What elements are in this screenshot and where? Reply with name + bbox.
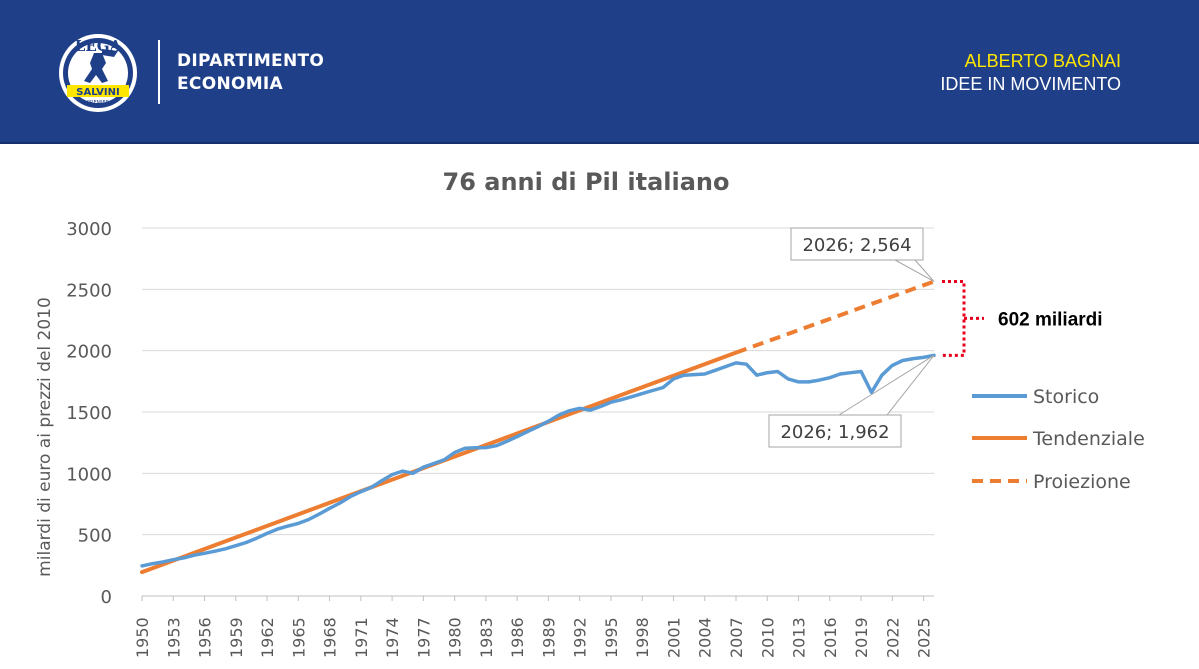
lega-logo-icon: LEGA SALVINI PREMIER (59, 34, 137, 112)
legend-label-storico: Storico (1033, 386, 1099, 408)
x-tick-label: 2004 (696, 617, 715, 658)
x-tick-label: 1974 (383, 617, 402, 658)
x-tick-label: 1992 (571, 617, 590, 658)
x-tick-label: 2013 (790, 617, 809, 658)
gap-bracket (942, 279, 984, 357)
x-tick-label: 2025 (915, 617, 934, 658)
x-tick-label: 2019 (852, 617, 871, 658)
series-storico-line (140, 353, 936, 568)
y-tick-label: 0 (101, 587, 112, 608)
x-tick-label: 1980 (446, 617, 465, 658)
x-tick-label: 1959 (227, 617, 246, 658)
chart-title: 76 anni di Pil italiano (443, 168, 730, 196)
x-tick-label: 2010 (758, 617, 777, 658)
y-axis-ticks: 0 500 1000 1500 2000 2500 3000 (66, 219, 112, 608)
y-tick-label: 3000 (66, 219, 112, 240)
callout-upper-label: 2026; 2,564 (802, 235, 911, 256)
x-axis-ticks: 1950 1953 1956 1959 1962 1965 1968 1971 1974 1977… (133, 596, 934, 658)
x-tick-label: 1953 (164, 617, 183, 658)
logo-small-text: PREMIER (87, 100, 110, 106)
callout-lower-pointer (838, 354, 935, 416)
grid-lines (142, 227, 934, 597)
x-tick-label: 1971 (352, 617, 371, 658)
department-title: DIPARTIMENTO ECONOMIA (177, 50, 324, 96)
x-tick-label: 1950 (133, 617, 152, 658)
x-tick-label: 1986 (508, 617, 527, 658)
gap-label: 602 miliardi (998, 309, 1103, 330)
x-tick-label: 1977 (414, 617, 433, 658)
legend-label-proiezione: Proiezione (1033, 471, 1131, 493)
gdp-chart: 76 anni di Pil italiano milardi di euro … (35, 168, 1145, 658)
x-tick-label: 1989 (539, 617, 558, 658)
y-tick-label: 500 (78, 526, 112, 547)
x-tick-label: 1998 (633, 617, 652, 658)
annotations-layer: 2026; 2,564 2026; 1,962 602 miliardi (768, 227, 1103, 448)
logo-text: LEGA (75, 37, 122, 55)
series-layer (140, 279, 936, 575)
x-tick-label: 2001 (664, 617, 683, 658)
logo-band-text: SALVINI (76, 87, 120, 98)
callout-lower-label: 2026; 1,962 (780, 422, 889, 443)
x-tick-label: 1965 (289, 617, 308, 658)
series-proiezione-line (735, 279, 935, 355)
y-tick-label: 2500 (66, 280, 112, 301)
author-name: ALBERTO BAGNAI (964, 51, 1121, 71)
legend-label-tendenziale: Tendenziale (1032, 428, 1145, 450)
author-subtitle: IDEE IN MOVIMENTO (940, 74, 1121, 94)
y-axis-label: milardi di euro ai prezzi del 2010 (35, 297, 55, 577)
y-tick-label: 1000 (66, 464, 112, 485)
header-banner: LEGA SALVINI PREMIER DIPARTIMENTO ECONOM… (0, 0, 1199, 144)
x-tick-label: 1962 (258, 617, 277, 658)
y-tick-label: 2000 (66, 342, 112, 363)
x-tick-label: 2007 (727, 617, 746, 658)
department-line-1: DIPARTIMENTO (177, 51, 325, 71)
x-tick-label: 1956 (196, 617, 215, 658)
x-tick-label: 1968 (321, 617, 340, 658)
y-tick-label: 1500 (66, 403, 112, 424)
author-block: ALBERTO BAGNAI IDEE IN MOVIMENTO (940, 50, 1121, 96)
x-tick-label: 2016 (821, 617, 840, 658)
x-tick-label: 2022 (883, 617, 902, 658)
x-tick-label: 1983 (477, 617, 496, 658)
callout-lower-box (768, 414, 902, 448)
callout-upper-box (790, 227, 924, 261)
callout-upper-pointer (894, 259, 935, 282)
legend: Storico Tendenziale Proiezione (972, 386, 1145, 493)
department-line-2: ECONOMIA (177, 74, 284, 94)
x-tick-label: 1995 (602, 617, 621, 658)
header-divider (158, 40, 160, 104)
